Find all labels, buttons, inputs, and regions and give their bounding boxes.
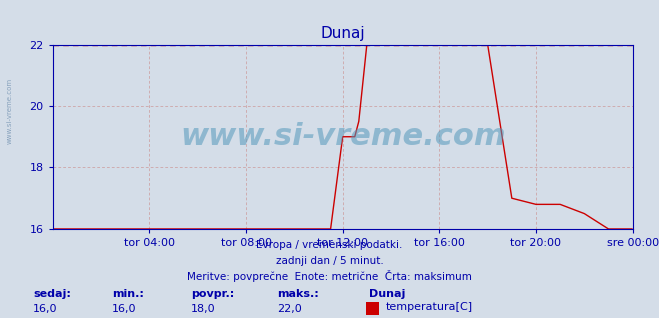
- Text: maks.:: maks.:: [277, 289, 318, 299]
- Text: www.si-vreme.com: www.si-vreme.com: [180, 122, 505, 151]
- Text: www.si-vreme.com: www.si-vreme.com: [7, 78, 13, 144]
- Title: Dunaj: Dunaj: [320, 25, 365, 41]
- Text: min.:: min.:: [112, 289, 144, 299]
- Text: Evropa / vremenski podatki.: Evropa / vremenski podatki.: [256, 240, 403, 250]
- Text: temperatura[C]: temperatura[C]: [386, 302, 473, 312]
- Text: sedaj:: sedaj:: [33, 289, 71, 299]
- Text: 22,0: 22,0: [277, 304, 302, 314]
- Text: Meritve: povprečne  Enote: metrične  Črta: maksimum: Meritve: povprečne Enote: metrične Črta:…: [187, 270, 472, 282]
- Text: povpr.:: povpr.:: [191, 289, 235, 299]
- Text: zadnji dan / 5 minut.: zadnji dan / 5 minut.: [275, 256, 384, 266]
- Text: Dunaj: Dunaj: [369, 289, 405, 299]
- Text: 16,0: 16,0: [112, 304, 136, 314]
- Text: 18,0: 18,0: [191, 304, 215, 314]
- Text: 16,0: 16,0: [33, 304, 57, 314]
